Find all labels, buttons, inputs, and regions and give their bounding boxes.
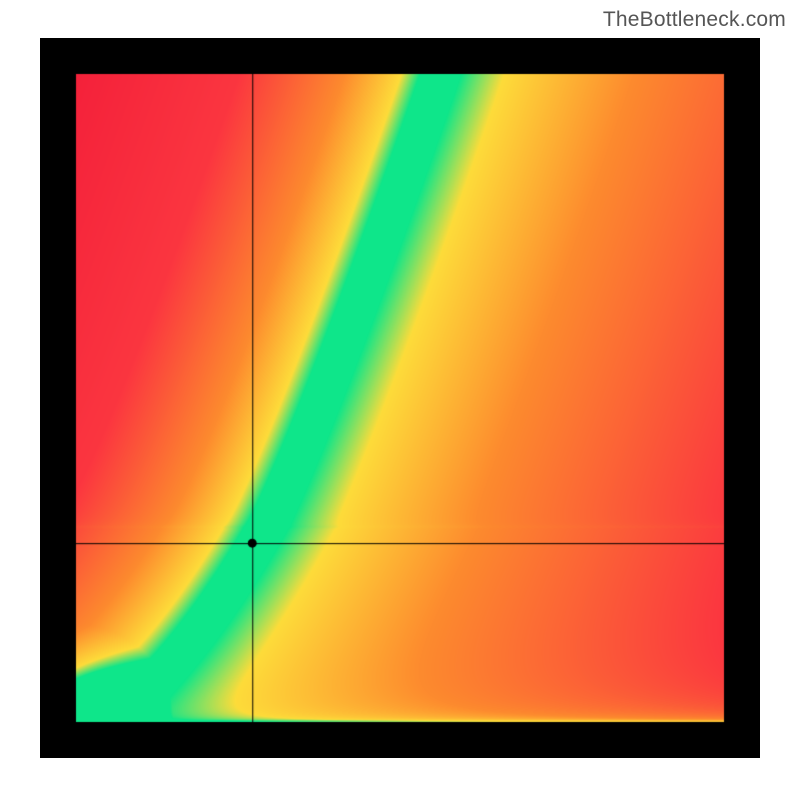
- plot-area: [40, 38, 760, 758]
- watermark: TheBottleneck.com: [603, 8, 786, 32]
- heatmap-canvas: [40, 38, 760, 758]
